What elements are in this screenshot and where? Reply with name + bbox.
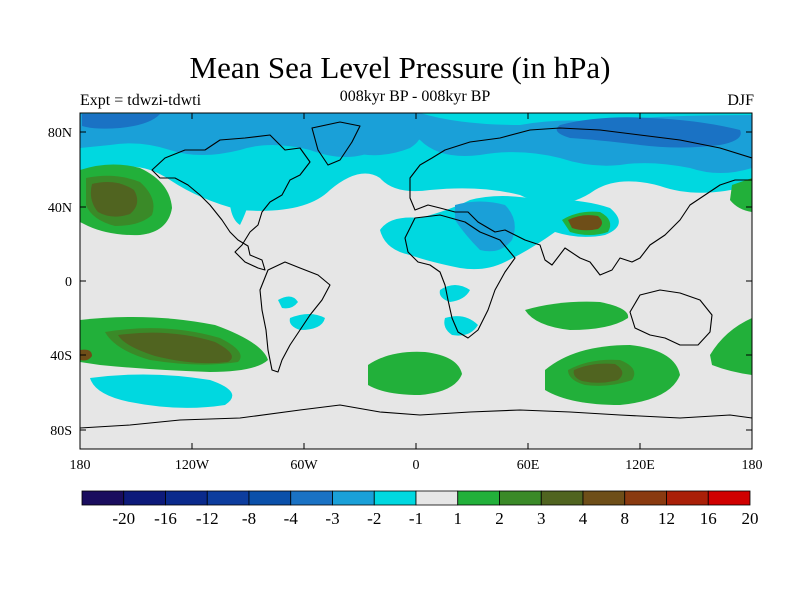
colorbar-label: 20 xyxy=(742,509,759,528)
contour-southern-ocean-band xyxy=(90,374,233,408)
y-tick-label: 80S xyxy=(50,424,72,439)
colorbar-swatch xyxy=(165,490,208,506)
colorbar-swatch xyxy=(206,490,250,506)
coast-south-america xyxy=(259,261,331,373)
colorbar-label: 2 xyxy=(495,509,504,528)
coast-africa xyxy=(404,214,516,339)
y-tick-label: 0 xyxy=(65,275,72,290)
contour-new-zealand-high xyxy=(710,318,752,375)
coast-greenland xyxy=(311,121,361,166)
map-axes: 180 120W 60W 0 60E 120E 180 80N 40N 0 40S 80S xyxy=(48,113,763,473)
contour-south-pacific-patch-a xyxy=(278,296,298,309)
colorbar-swatch xyxy=(248,490,292,506)
colorbar-label: -2 xyxy=(367,509,381,528)
colorbar-swatch xyxy=(81,490,125,506)
contour-north-pacific-peak xyxy=(90,182,138,217)
colorbar-label: -20 xyxy=(112,509,135,528)
coast-north-america xyxy=(151,134,311,271)
contour-tibet-peak xyxy=(568,215,602,231)
season-label: DJF xyxy=(727,92,754,109)
colorbar-swatch xyxy=(290,490,333,506)
x-tick-label: 120E xyxy=(625,458,655,473)
x-tick-label: 60E xyxy=(517,458,540,473)
colorbar-swatch xyxy=(415,490,459,506)
colorbar-swatch xyxy=(582,490,626,506)
colorbar-label: -1 xyxy=(409,509,423,528)
coast-eurasia xyxy=(409,127,752,276)
colorbar-swatch xyxy=(457,490,500,506)
period-subtitle: 008kyr BP - 008kyr BP xyxy=(339,88,491,105)
colorbar: -20 -16 -12 -8 -4 -3 -2 -1 1 2 3 4 8 12 16 20 xyxy=(81,490,759,528)
colorbar-label: 3 xyxy=(537,509,546,528)
colorbar-label: 1 xyxy=(454,509,463,528)
x-tick-label: 0 xyxy=(413,458,420,473)
experiment-label: Expt = tdwzi-tdwti xyxy=(80,92,202,109)
contour-south-pacific-peak xyxy=(118,332,232,364)
colorbar-swatch xyxy=(707,490,751,506)
contour-southern-indian-peak xyxy=(573,363,623,383)
colorbar-label: 4 xyxy=(579,509,588,528)
colorbar-label: 8 xyxy=(621,509,630,528)
colorbar-swatch xyxy=(666,490,709,506)
colorbar-swatch xyxy=(540,490,584,506)
colorbar-label: -3 xyxy=(325,509,339,528)
y-tick-label: 40N xyxy=(48,201,72,216)
colorbar-swatch xyxy=(499,490,542,506)
chart-title: Mean Sea Level Pressure (in hPa) xyxy=(189,50,611,85)
colorbar-label: -4 xyxy=(284,509,299,528)
contour-south-atlantic-high xyxy=(368,351,462,395)
colorbar-swatch xyxy=(373,490,417,506)
coast-australia xyxy=(629,289,713,346)
colorbar-swatch xyxy=(624,490,667,506)
contour-arctic-west-low xyxy=(82,114,160,129)
contour-north-america-tongue xyxy=(230,188,250,225)
contour-south-pacific-patch-b xyxy=(289,314,325,330)
colorbar-swatch xyxy=(123,490,166,506)
coast-antarctica xyxy=(80,404,752,429)
colorbar-label: 16 xyxy=(700,509,717,528)
colorbar-label: -8 xyxy=(242,509,256,528)
x-tick-label: 60W xyxy=(290,458,318,473)
y-tick-label: 40S xyxy=(50,349,72,364)
contour-north-atlantic xyxy=(329,123,420,156)
contour-east-pacific-high xyxy=(730,178,752,212)
colorbar-label: -16 xyxy=(154,509,177,528)
colorbar-label: 12 xyxy=(658,509,675,528)
contour-indian-ocean-subtropic xyxy=(525,301,629,330)
y-tick-label: 80N xyxy=(48,126,72,141)
colorbar-swatch xyxy=(332,490,375,506)
coastlines xyxy=(80,121,752,429)
x-tick-label: 120W xyxy=(175,458,210,473)
colorbar-label: -12 xyxy=(196,509,219,528)
x-tick-label: 180 xyxy=(70,458,91,473)
map-plot-area xyxy=(80,113,752,449)
x-tick-label: 180 xyxy=(742,458,763,473)
contour-siberia-low xyxy=(556,117,741,148)
